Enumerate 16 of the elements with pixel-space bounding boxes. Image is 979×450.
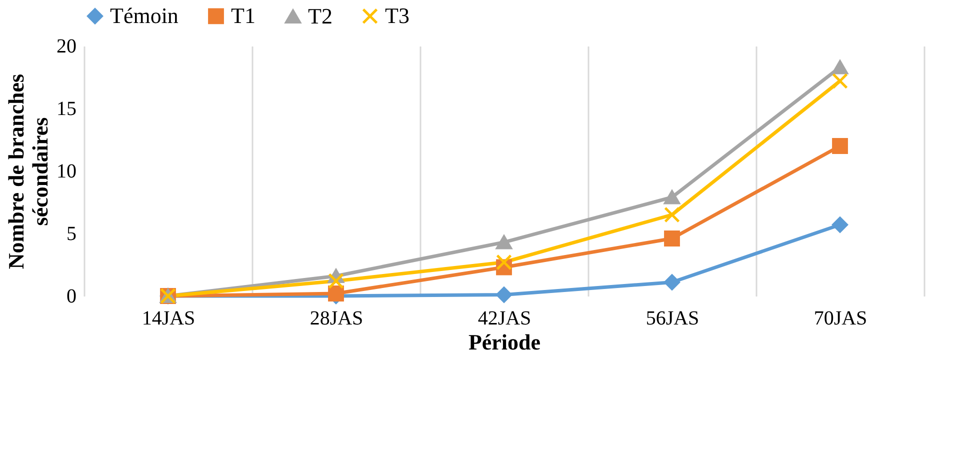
y-tick-label: 10 <box>56 160 76 182</box>
x-tick-label: 70JAS <box>814 308 868 330</box>
x-tick-label: 28JAS <box>310 308 364 330</box>
y-tick-label: 5 <box>66 223 76 245</box>
legend-label: T1 <box>231 3 256 28</box>
y-tick-label: 20 <box>56 36 76 58</box>
legend-label: Témoin <box>110 3 178 28</box>
legend-label: T2 <box>308 4 332 28</box>
x-tick-label: 56JAS <box>646 308 700 330</box>
y-tick-label: 15 <box>56 98 76 120</box>
y-tick-label: 0 <box>66 286 76 308</box>
x-axis-title: Période <box>468 330 541 354</box>
y-axis-title: Nombre de branches sécondaires <box>4 73 52 270</box>
x-tick-label: 42JAS <box>478 308 532 330</box>
x-tick-label: 14JAS <box>142 308 196 330</box>
legend-label: T3 <box>385 3 410 28</box>
